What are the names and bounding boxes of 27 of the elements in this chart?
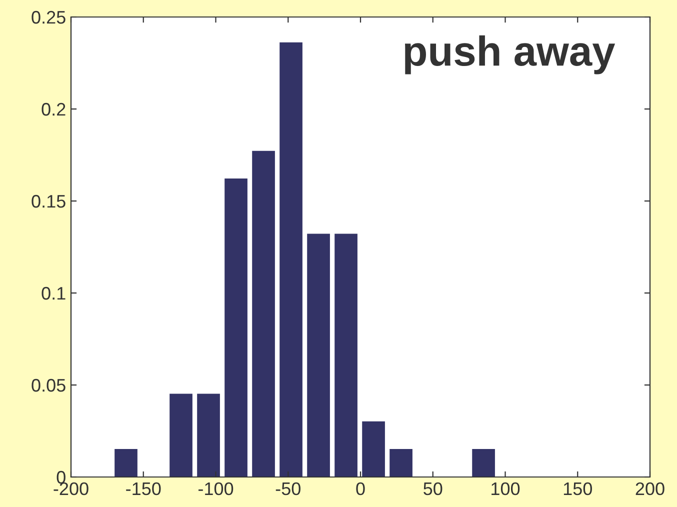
x-tick-label: 50 [424,482,442,496]
y-tick-label: 0 [56,470,66,484]
x-tick-label: 100 [492,482,520,496]
bar [197,394,220,477]
x-tick-label: -200 [54,482,88,496]
bar [224,178,248,477]
y-tick-label: 0.15 [32,194,66,208]
bar [280,42,302,477]
bar [170,394,192,477]
bar [252,150,275,477]
bar [472,448,495,477]
y-tick-label: 0.2 [42,102,66,116]
y-tick-label: 0.05 [32,378,66,392]
x-tick-label: -100 [198,482,234,496]
y-tick-label: 0.1 [42,286,66,300]
bar [390,448,412,477]
bar [307,234,330,477]
bar [362,421,385,477]
x-tick-label: 150 [564,482,592,496]
chart-title: push away [404,35,616,74]
x-tick-label: 200 [636,482,664,496]
y-tick-label: 0.25 [32,10,66,24]
x-tick-label: -150 [126,482,161,496]
x-tick-label: 0 [356,482,365,496]
bar [334,234,358,477]
bar [114,448,138,477]
x-tick-label: -50 [276,482,300,496]
